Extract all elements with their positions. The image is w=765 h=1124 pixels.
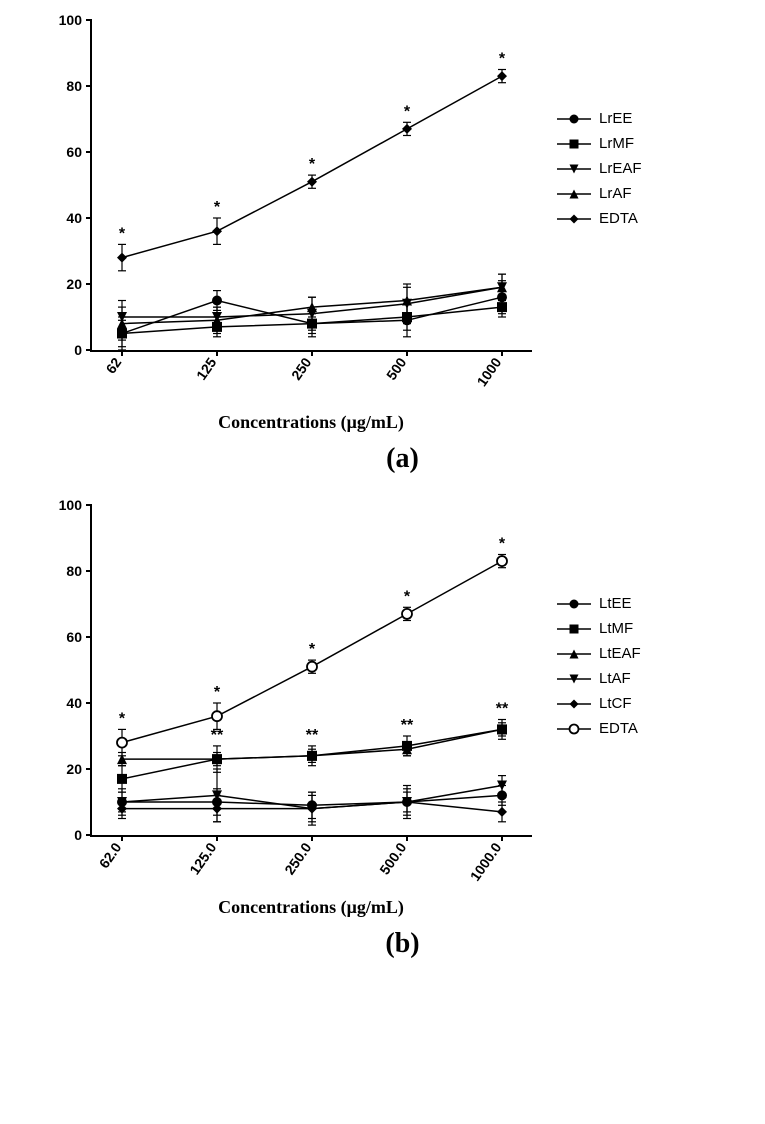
legend-swatch — [557, 112, 591, 126]
svg-text:*: * — [214, 684, 221, 701]
svg-text:62.0: 62.0 — [96, 839, 125, 871]
panel-b-chart-wrap: % Complexation 02040608010062.0125.0250.… — [20, 505, 765, 918]
legend-item: EDTA — [557, 210, 642, 227]
legend-item: LrEE — [557, 110, 642, 127]
panel-b-plot-col: % Complexation 02040608010062.0125.0250.… — [90, 505, 532, 918]
svg-text:*: * — [404, 588, 411, 605]
svg-text:80: 80 — [66, 563, 82, 579]
svg-text:100: 100 — [59, 497, 83, 513]
legend-item: EDTA — [557, 720, 641, 737]
legend-item: LrAF — [557, 185, 642, 202]
svg-text:125: 125 — [193, 354, 220, 382]
panel-a: % Complexation 0204060801006212525050010… — [20, 20, 765, 475]
svg-text:500.0: 500.0 — [376, 839, 409, 877]
legend-swatch — [557, 647, 591, 661]
svg-text:*: * — [309, 156, 316, 173]
svg-text:40: 40 — [66, 210, 82, 226]
svg-text:*: * — [309, 641, 316, 658]
svg-text:0: 0 — [74, 342, 82, 358]
panel-a-plot-frame: 020406080100621252505001000***** — [90, 20, 532, 352]
legend-label: LtCF — [599, 695, 632, 712]
svg-text:80: 80 — [66, 78, 82, 94]
legend-item: LrEAF — [557, 160, 642, 177]
panel-b-subcaption: (b) — [20, 928, 765, 960]
svg-text:62: 62 — [102, 354, 124, 376]
svg-text:250: 250 — [288, 354, 315, 382]
legend-swatch — [557, 187, 591, 201]
svg-text:60: 60 — [66, 629, 82, 645]
legend-label: LtEAF — [599, 645, 641, 662]
legend-label: EDTA — [599, 720, 638, 737]
svg-text:20: 20 — [66, 276, 82, 292]
legend-swatch — [557, 697, 591, 711]
legend-label: EDTA — [599, 210, 638, 227]
panel-a-chart-wrap: % Complexation 0204060801006212525050010… — [20, 20, 765, 433]
svg-text:*: * — [499, 51, 506, 68]
legend-swatch — [557, 597, 591, 611]
legend-label: LtAF — [599, 670, 631, 687]
legend-swatch — [557, 212, 591, 226]
svg-text:1000.0: 1000.0 — [467, 839, 505, 883]
svg-text:**: ** — [496, 701, 509, 718]
svg-text:20: 20 — [66, 761, 82, 777]
legend-swatch — [557, 672, 591, 686]
svg-text:*: * — [214, 199, 221, 216]
legend-label: LrEE — [599, 110, 632, 127]
legend-swatch — [557, 722, 591, 736]
svg-text:*: * — [404, 103, 411, 120]
svg-text:250.0: 250.0 — [281, 839, 314, 877]
panel-a-legend: LrEE LrMF LrEAF LrAF EDTA — [557, 110, 642, 235]
svg-text:**: ** — [401, 717, 414, 734]
legend-item: LtEAF — [557, 645, 641, 662]
legend-swatch — [557, 137, 591, 151]
svg-text:60: 60 — [66, 144, 82, 160]
legend-item: LtEE — [557, 595, 641, 612]
legend-label: LrEAF — [599, 160, 642, 177]
svg-text:*: * — [499, 536, 506, 553]
legend-label: LtEE — [599, 595, 632, 612]
svg-text:100: 100 — [59, 12, 83, 28]
legend-swatch — [557, 622, 591, 636]
legend-item: LtMF — [557, 620, 641, 637]
panel-a-subcaption: (a) — [20, 443, 765, 475]
svg-text:*: * — [119, 225, 126, 242]
legend-swatch — [557, 162, 591, 176]
panel-a-svg: 020406080100621252505001000***** — [92, 20, 532, 420]
panel-b: % Complexation 02040608010062.0125.0250.… — [20, 505, 765, 960]
figure-container: % Complexation 0204060801006212525050010… — [20, 20, 765, 960]
panel-b-svg: 02040608010062.0125.0250.0500.01000.0***… — [92, 505, 532, 905]
legend-item: LtCF — [557, 695, 641, 712]
legend-label: LrMF — [599, 135, 634, 152]
panel-b-plot-frame: 02040608010062.0125.0250.0500.01000.0***… — [90, 505, 532, 837]
panel-a-plot-col: % Complexation 0204060801006212525050010… — [90, 20, 532, 433]
svg-text:**: ** — [306, 727, 319, 744]
svg-text:125.0: 125.0 — [186, 839, 219, 877]
legend-item: LtAF — [557, 670, 641, 687]
legend-item: LrMF — [557, 135, 642, 152]
svg-text:500: 500 — [383, 354, 410, 382]
svg-text:*: * — [119, 710, 126, 727]
svg-text:1000: 1000 — [473, 354, 504, 389]
panel-b-legend: LtEE LtMF LtEAF LtAF LtCF EDTA — [557, 595, 641, 745]
legend-label: LtMF — [599, 620, 633, 637]
svg-text:0: 0 — [74, 827, 82, 843]
legend-label: LrAF — [599, 185, 632, 202]
svg-text:40: 40 — [66, 695, 82, 711]
